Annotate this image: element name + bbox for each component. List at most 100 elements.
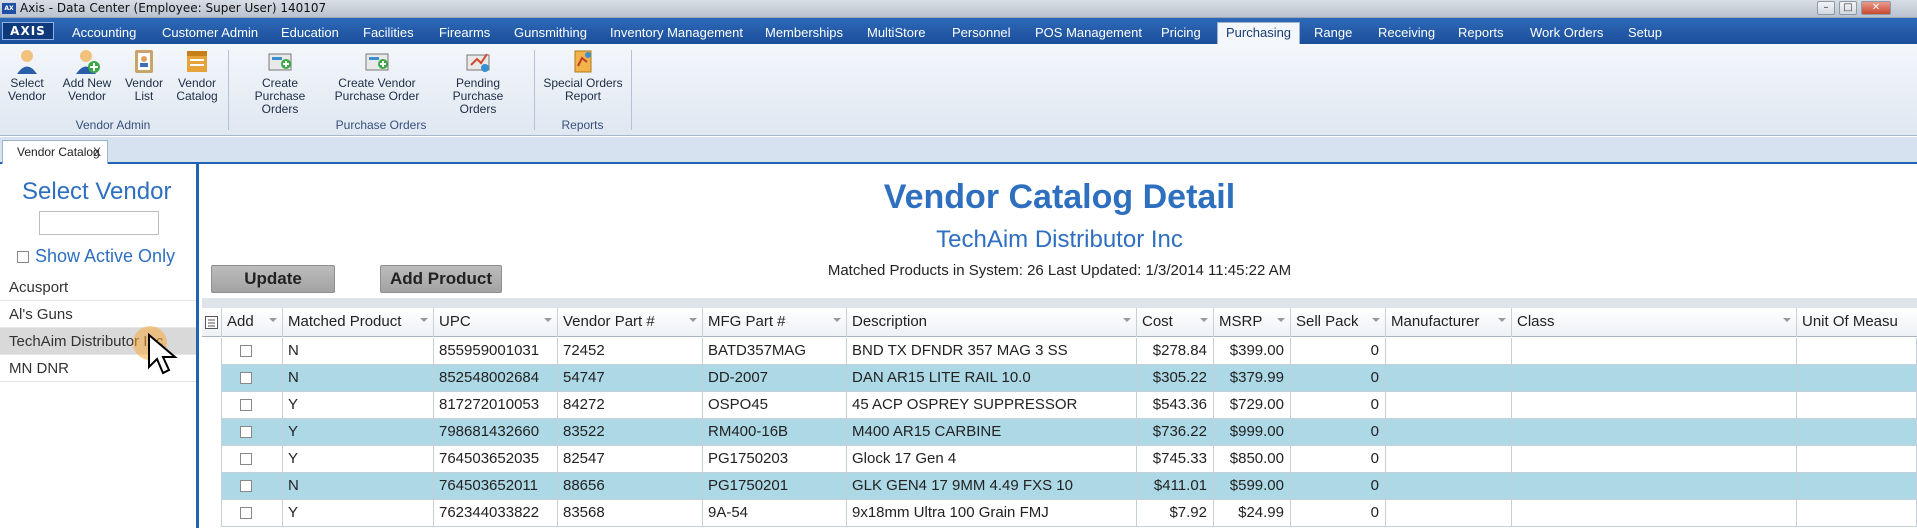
add-product-button[interactable]: Add Product [380, 265, 502, 293]
col-header-description[interactable]: Description [847, 308, 1137, 337]
tab-pos-management[interactable]: POS Management [1035, 25, 1142, 40]
select-vendor-button[interactable]: Select Vendor [5, 48, 49, 103]
add-new-vendor-button[interactable]: Add New Vendor [57, 48, 117, 103]
row-selector[interactable] [202, 365, 222, 392]
table-row[interactable]: Y 798681432660 83522 RM400-16B M400 AR15 CAR… [202, 419, 1917, 446]
col-header-matched-product[interactable]: Matched Product [283, 308, 434, 337]
tab-education[interactable]: Education [281, 25, 339, 40]
filter-icon[interactable] [689, 318, 697, 326]
vendor-catalog-button[interactable]: Vendor Catalog [173, 48, 221, 103]
class-cell [1512, 365, 1797, 392]
tab-range[interactable]: Range [1314, 25, 1353, 40]
col-header-cost[interactable]: Cost [1137, 308, 1214, 337]
table-row[interactable]: N 764503652011 88656 PG1750201 GLK GEN4 17 9… [202, 473, 1917, 500]
col-label: Matched Product [288, 313, 402, 330]
filter-icon[interactable] [1277, 318, 1285, 326]
add-checkbox[interactable] [240, 507, 252, 519]
filter-icon[interactable] [420, 318, 428, 326]
add-checkbox[interactable] [240, 453, 252, 465]
table-row[interactable]: Y 764503652035 82547 PG1750203 Glock 17 Gen … [202, 446, 1917, 473]
col-header-sell-pack[interactable]: Sell Pack [1291, 308, 1386, 337]
row-selector[interactable] [202, 473, 222, 500]
tab-customer-admin[interactable]: Customer Admin [162, 25, 259, 40]
matched-product-cell: Y [283, 419, 434, 446]
close-tab-icon[interactable]: X [92, 145, 101, 159]
filter-icon[interactable] [1123, 318, 1131, 326]
class-cell [1512, 473, 1797, 500]
filter-icon[interactable] [269, 318, 277, 326]
filter-icon[interactable] [1372, 318, 1380, 326]
tab-gunsmithing[interactable]: Gunsmithing [514, 25, 587, 40]
grid-options-icon[interactable] [202, 308, 222, 337]
vendor-list-button[interactable]: Vendor List [121, 48, 167, 103]
tab-vendor-catalog[interactable]: Vendor Catalog X [2, 140, 108, 164]
tab-firearms[interactable]: Firearms [439, 25, 491, 40]
col-header-class[interactable]: Class [1512, 308, 1797, 337]
create-purchase-orders-label-2: Orders [261, 102, 299, 116]
tab-inventory-management[interactable]: Inventory Management [610, 25, 743, 40]
col-header-vendor-part[interactable]: Vendor Part # [558, 308, 703, 337]
pending-purchase-orders-label-1: Pending Purchase [452, 76, 504, 103]
tab-purchasing[interactable]: Purchasing [1217, 22, 1301, 44]
vendor-search-input[interactable] [39, 211, 159, 235]
maximize-button[interactable]: □ [1839, 1, 1857, 15]
add-cell [222, 500, 283, 527]
description-cell: 45 ACP OSPREY SUPPRESSOR [847, 392, 1137, 419]
col-header-manufacturer[interactable]: Manufacturer [1386, 308, 1512, 337]
table-row[interactable]: N 852548002684 54747 DD-2007 DAN AR15 LITE R… [202, 365, 1917, 392]
tab-multistore[interactable]: MultiStore [867, 25, 926, 40]
row-selector[interactable] [202, 338, 222, 365]
col-header-mfg-part[interactable]: MFG Part # [703, 308, 847, 337]
tab-memberships[interactable]: Memberships [765, 25, 844, 40]
tab-work-orders[interactable]: Work Orders [1530, 25, 1604, 40]
add-checkbox[interactable] [240, 372, 252, 384]
filter-icon[interactable] [1498, 318, 1506, 326]
vendor-item-mn-dnr[interactable]: MN DNR [0, 355, 196, 382]
add-checkbox[interactable] [240, 480, 252, 492]
tab-personnel[interactable]: Personnel [952, 25, 1011, 40]
filter-icon[interactable] [1783, 318, 1791, 326]
filter-icon[interactable] [1200, 318, 1208, 326]
create-vendor-purchase-order-button[interactable]: Create Vendor Purchase Order [334, 48, 420, 103]
tab-accounting[interactable]: Accounting [72, 25, 137, 40]
create-purchase-orders-button[interactable]: Create Purchase Orders [235, 48, 325, 116]
row-selector[interactable] [202, 392, 222, 419]
special-orders-report-button[interactable]: Special Orders Report [541, 48, 625, 103]
col-header-upc[interactable]: UPC [434, 308, 558, 337]
tab-pricing[interactable]: Pricing [1161, 25, 1201, 40]
row-selector[interactable] [202, 446, 222, 473]
table-row[interactable]: N 855959001031 72452 BATD357MAG BND TX DFNDR… [202, 338, 1917, 365]
add-checkbox[interactable] [240, 345, 252, 357]
add-checkbox[interactable] [240, 426, 252, 438]
show-active-only-checkbox[interactable]: Show Active Only [17, 246, 175, 267]
col-header-msrp[interactable]: MSRP [1214, 308, 1291, 337]
description-cell: BND TX DFNDR 357 MAG 3 SS [847, 338, 1137, 365]
update-catalog-button[interactable]: Update Catalog [211, 265, 335, 314]
minimize-button[interactable]: – [1817, 1, 1835, 15]
vendor-item-als-guns[interactable]: Al's Guns [0, 301, 196, 328]
table-row[interactable]: Y 817272010053 84272 OSPO45 45 ACP OSPREY SU… [202, 392, 1917, 419]
manufacturer-cell [1386, 338, 1512, 365]
unit-of-measure-cell [1797, 338, 1917, 365]
col-header-add[interactable]: Add [222, 308, 283, 337]
manufacturer-cell [1386, 392, 1512, 419]
filter-icon[interactable] [833, 318, 841, 326]
create-vendor-purchase-order-label-2: Purchase Order [334, 89, 420, 103]
vendor-item-acusport[interactable]: Acusport [0, 274, 196, 301]
table-row[interactable]: Y 762344033822 83568 9A-54 9x18mm Ultra 100 … [202, 500, 1917, 527]
row-selector[interactable] [202, 419, 222, 446]
checkbox-icon[interactable] [17, 251, 29, 263]
close-window-button[interactable]: ✕ [1861, 1, 1891, 15]
tab-setup[interactable]: Setup [1628, 25, 1662, 40]
vendor-list-label-1: Vendor [124, 76, 164, 90]
upc-cell: 798681432660 [434, 419, 558, 446]
msrp-cell: $999.00 [1214, 419, 1291, 446]
tab-receiving[interactable]: Receiving [1378, 25, 1436, 40]
col-header-unit-of-measure[interactable]: Unit Of Measu [1797, 308, 1917, 337]
add-checkbox[interactable] [240, 399, 252, 411]
tab-facilities[interactable]: Facilities [363, 25, 414, 40]
row-selector[interactable] [202, 500, 222, 527]
filter-icon[interactable] [544, 318, 552, 326]
tab-reports[interactable]: Reports [1458, 25, 1504, 40]
pending-purchase-orders-button[interactable]: Pending Purchase Orders [430, 48, 526, 116]
